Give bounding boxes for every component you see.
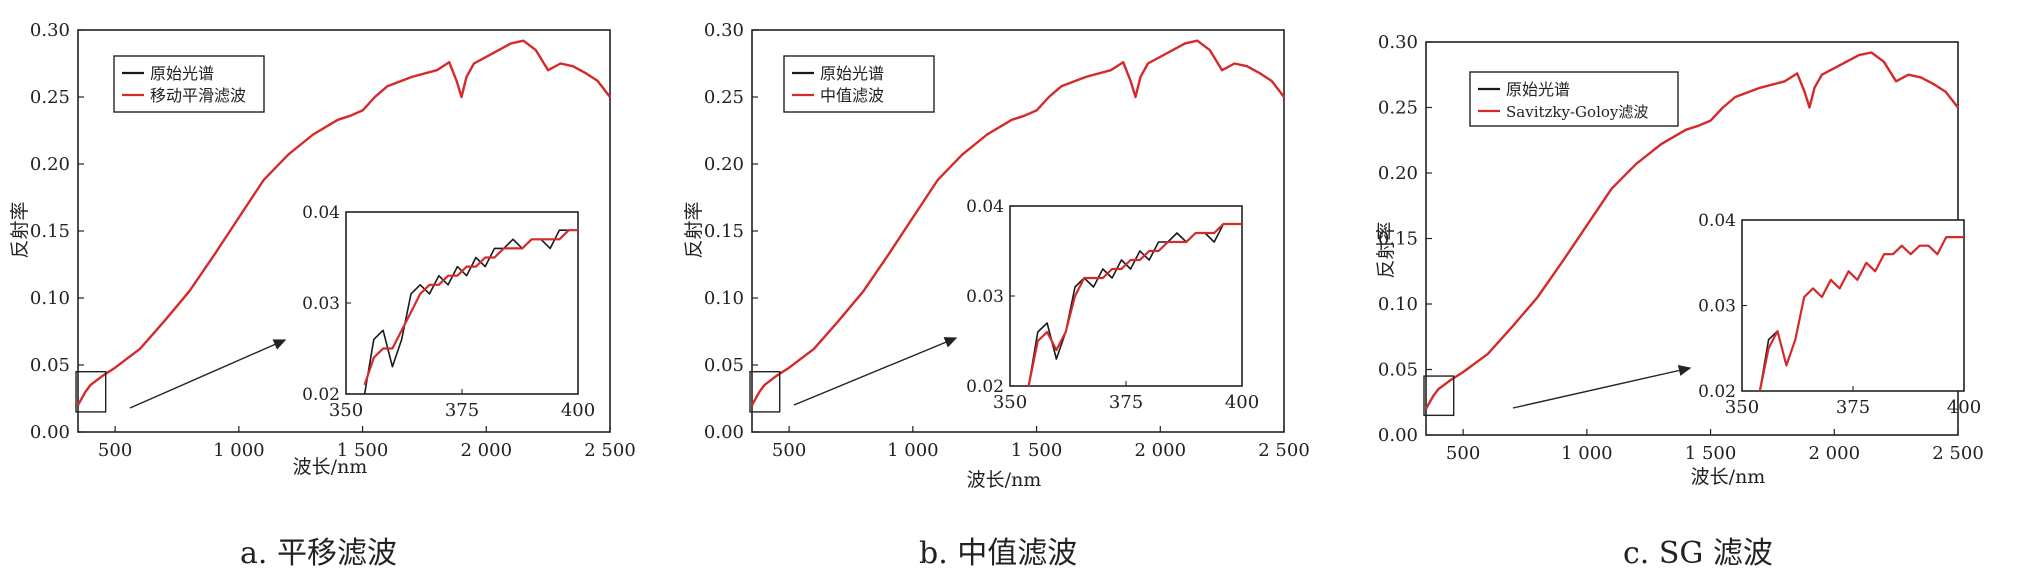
legend-box: [783, 55, 935, 113]
zoom-arrow: [129, 339, 287, 409]
x-tick-label: 2 000: [461, 440, 513, 461]
inset-y-tick-label: 0.04: [302, 203, 340, 223]
legend-box: [113, 55, 265, 113]
inset-series-line: [1758, 236, 1964, 392]
chart-b-caption: b. 中值滤波: [919, 536, 1078, 571]
inset-y-tick-label: 0.02: [966, 377, 1004, 397]
y-tick-label: 0.15: [704, 221, 744, 242]
y-tick-label: 0.15: [30, 221, 70, 242]
y-tick-label: 0.05: [704, 355, 744, 376]
legend-entry: 原始光谱: [820, 64, 884, 83]
inset-frame: [1741, 219, 1965, 392]
x-axis-label: 波长/nm: [1691, 466, 1766, 488]
y-axis-label: 反射率: [1375, 221, 1397, 278]
inset-x-tick-label: 400: [1947, 397, 1981, 418]
chart-b-svg: 500 1 000 1 500 2 000 2 500 0.00 0.05 0.10 0.15 0…: [683, 20, 1310, 491]
main-series-line: [1424, 51, 1959, 410]
chart-panel-b: 500 1 000 1 500 2 000 2 500 0.00 0.05 0.10 0.15 0…: [674, 0, 1348, 573]
y-tick-label: 0.25: [1378, 98, 1418, 119]
y-tick-label: 0.05: [1378, 360, 1418, 381]
x-tick-label: 1 000: [887, 440, 939, 461]
y-tick-label: 0.30: [1378, 32, 1418, 53]
inset-x-tick-label: 400: [561, 400, 595, 421]
x-tick-label: 500: [772, 440, 806, 461]
zoom-region-box: [1423, 375, 1455, 417]
y-tick-label: 0.20: [30, 154, 70, 175]
y-tick-label: 0.25: [704, 87, 744, 108]
inset-y-tick-label: 0.03: [966, 287, 1004, 307]
main-series-line: [750, 39, 1285, 406]
legend-entry: 中值滤波: [820, 86, 884, 105]
inset-y-tick-label: 0.02: [1698, 382, 1736, 402]
x-tick-label: 1 500: [337, 440, 389, 461]
zoom-region-box: [75, 371, 107, 413]
legend-box: [1469, 71, 1679, 127]
chart-panel-c: 500 1 000 1 500 2 000 2 500 0.00 0.05 0.10 0.15 0…: [1348, 0, 2022, 573]
inset-x-tick-label: 375: [1109, 392, 1143, 413]
y-tick-label: 0.00: [30, 422, 70, 443]
x-tick-label: 500: [98, 440, 132, 461]
x-tick-label: 2 500: [1258, 440, 1310, 461]
x-tick-label: 2 500: [584, 440, 636, 461]
y-tick-label: 0.10: [1378, 294, 1418, 315]
y-tick-label: 0.20: [704, 154, 744, 175]
inset-y-tick-label: 0.03: [1698, 297, 1736, 317]
legend-entry: 移动平滑滤波: [150, 86, 246, 105]
inset-frame: [1009, 205, 1243, 387]
y-tick-label: 0.30: [30, 20, 70, 41]
y-tick-label: 0.10: [30, 288, 70, 309]
inset-y-tick-label: 0.04: [1698, 211, 1736, 231]
inset-y-tick-label: 0.03: [302, 294, 340, 314]
x-axis-label: 波长/nm: [967, 469, 1042, 491]
inset-x-tick-label: 350: [1725, 397, 1759, 418]
legend-entry: Savitzky-Goloy滤波: [1506, 103, 1648, 121]
inset-x-tick-label: 350: [993, 392, 1027, 413]
y-tick-label: 0.30: [704, 20, 744, 41]
zoom-arrow: [1512, 365, 1692, 409]
chart-a-svg: 500 1 000 1 500 2 000 2 500 0.00 0.05 0.10 0.15 0…: [9, 20, 636, 478]
inset-y-tick-label: 0.04: [966, 197, 1004, 217]
chart-a-caption: a. 平移滤波: [240, 536, 397, 571]
zoom-arrow: [793, 337, 958, 406]
y-tick-label: 0.15: [1378, 229, 1418, 250]
x-tick-label: 1 000: [1561, 443, 1613, 464]
zoom-region-box: [749, 371, 781, 413]
y-tick-label: 0.20: [1378, 163, 1418, 184]
legend-entry: 原始光谱: [150, 64, 214, 83]
legend-entry: 原始光谱: [1506, 80, 1570, 99]
x-tick-label: 2 000: [1135, 440, 1187, 461]
inset-x-tick-label: 350: [329, 400, 363, 421]
y-axis-label: 反射率: [9, 201, 31, 258]
inset-series-line: [1027, 222, 1242, 387]
inset-x-tick-label: 400: [1225, 392, 1259, 413]
y-tick-label: 0.00: [704, 422, 744, 443]
x-tick-label: 1 500: [1011, 440, 1063, 461]
y-tick-label: 0.05: [30, 355, 70, 376]
x-axis-label: 波长/nm: [293, 456, 368, 478]
x-tick-label: 500: [1446, 443, 1480, 464]
y-tick-label: 0.25: [30, 87, 70, 108]
x-tick-label: 1 500: [1685, 443, 1737, 464]
x-tick-label: 1 000: [213, 440, 265, 461]
y-tick-label: 0.00: [1378, 425, 1418, 446]
inset-series-line: [363, 229, 578, 386]
x-tick-label: 2 000: [1809, 443, 1861, 464]
chart-c-caption: c. SG 滤波: [1623, 536, 1773, 571]
chart-c-svg: 500 1 000 1 500 2 000 2 500 0.00 0.05 0.10 0.15 0…: [1375, 32, 1984, 488]
main-series-line: [76, 39, 611, 406]
x-tick-label: 2 500: [1932, 443, 1984, 464]
y-axis-label: 反射率: [683, 201, 705, 258]
chart-panel-a: 500 1 000 1 500 2 000 2 500 0.00 0.05 0.10 0.15 0…: [0, 0, 674, 573]
y-tick-label: 0.10: [704, 288, 744, 309]
inset-x-tick-label: 375: [445, 400, 479, 421]
inset-x-tick-label: 375: [1836, 397, 1870, 418]
inset-y-tick-label: 0.02: [302, 385, 340, 405]
